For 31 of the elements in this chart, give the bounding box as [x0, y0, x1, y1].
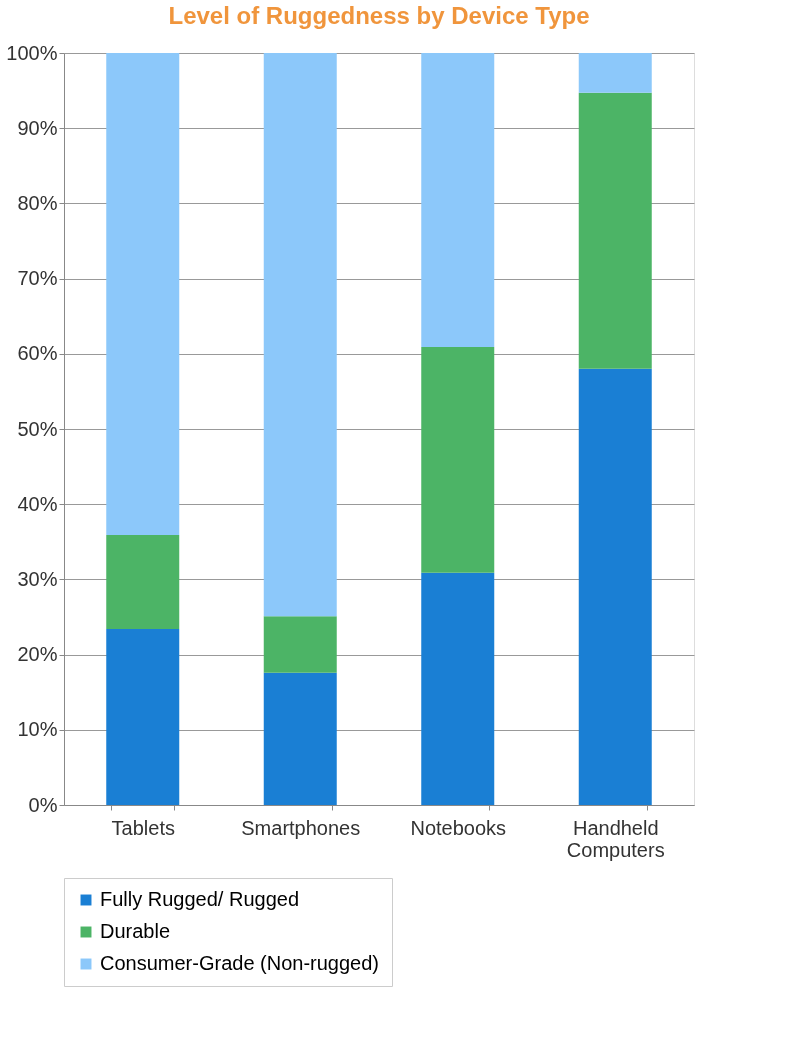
bar [578, 92, 652, 369]
x-tick-label: Tablets [111, 816, 175, 839]
bar [578, 368, 652, 805]
y-tick-label: 70% [17, 267, 58, 290]
y-tick-label: 30% [17, 567, 58, 590]
legend-label: Consumer-Grade (Non-rugged) [100, 952, 380, 974]
bar [578, 53, 652, 93]
legend-label: Fully Rugged/ Rugged [100, 888, 300, 910]
y-tick-label: 10% [17, 718, 58, 741]
bar [421, 347, 495, 573]
y-tick-label: 80% [17, 191, 58, 214]
y-tick-label: 90% [17, 116, 58, 139]
bar [421, 572, 495, 805]
x-tick-label: Notebooks [410, 816, 507, 839]
bar [106, 629, 180, 805]
y-tick-label: 100% [6, 41, 58, 64]
bar [106, 535, 180, 630]
x-tick-label: Smartphones [241, 816, 361, 839]
bar [263, 672, 337, 805]
chart-title: Level of Ruggedness by Device Type [168, 2, 590, 29]
y-tick-label: 60% [17, 342, 58, 365]
bar [263, 53, 337, 617]
y-tick-label: 50% [17, 417, 58, 440]
bar [106, 53, 180, 536]
y-tick-label: 0% [28, 793, 58, 816]
bar [421, 53, 495, 348]
legend-label: Durable [100, 920, 171, 942]
x-tick-label: Handheld Computers [566, 816, 665, 861]
bar [263, 616, 337, 673]
y-tick-label: 40% [17, 492, 58, 515]
y-tick-label: 20% [17, 643, 58, 666]
